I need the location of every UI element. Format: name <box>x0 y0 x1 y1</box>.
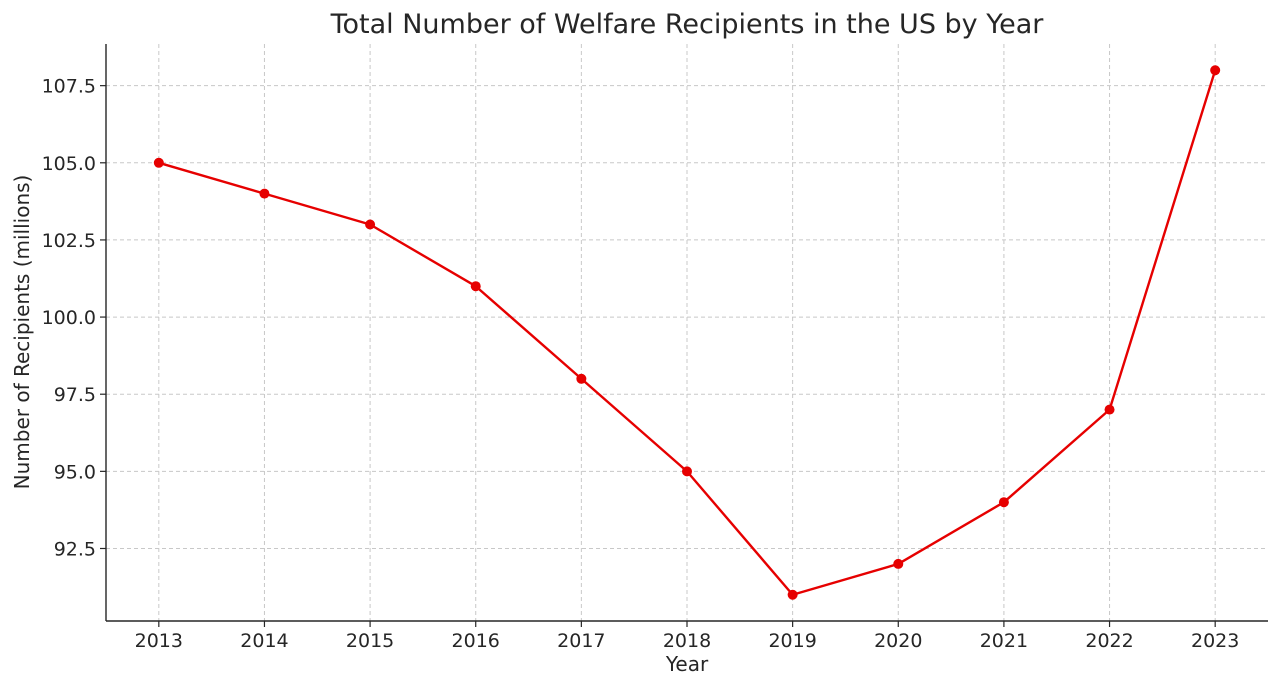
y-tick-label: 102.5 <box>42 230 96 252</box>
x-tick-label: 2020 <box>874 630 922 652</box>
x-tick-label: 2017 <box>557 630 605 652</box>
x-tick-label: 2023 <box>1191 630 1239 652</box>
ticks-layer: 2013 2014 2015 2016 2017 2018 2019 2020 2021 2022… <box>42 76 1240 652</box>
data-point <box>1104 404 1115 415</box>
x-tick-label: 2018 <box>663 630 711 652</box>
data-point <box>998 497 1009 508</box>
grid-layer <box>106 44 1268 621</box>
data-point <box>1210 65 1221 76</box>
y-axis-title: Number of Recipients (millions) <box>10 175 34 490</box>
data-point <box>682 466 692 477</box>
x-tick-label: 2021 <box>980 630 1028 652</box>
data-point <box>153 157 164 168</box>
y-tick-label: 95.0 <box>54 461 96 483</box>
x-tick-label: 2022 <box>1085 630 1133 652</box>
data-point <box>576 373 587 384</box>
y-tick-label: 100.0 <box>42 307 96 329</box>
data-point <box>470 281 481 292</box>
x-tick-label: 2019 <box>768 630 816 652</box>
x-tick-label: 2014 <box>240 630 288 652</box>
x-tick-label: 2013 <box>135 630 183 652</box>
data-point <box>259 188 270 199</box>
x-tick-label: 2015 <box>346 630 394 652</box>
series-layer <box>153 65 1221 600</box>
data-point <box>365 219 376 230</box>
y-tick-label: 105.0 <box>42 153 96 175</box>
data-point <box>893 558 904 569</box>
chart-title: Total Number of Welfare Recipients in th… <box>330 9 1045 40</box>
y-tick-label: 92.5 <box>54 538 96 560</box>
x-tick-label: 2016 <box>452 630 500 652</box>
y-tick-label: 107.5 <box>42 76 96 98</box>
y-tick-label: 97.5 <box>54 384 96 406</box>
data-point <box>787 589 798 600</box>
x-axis-title: Year <box>665 652 709 676</box>
